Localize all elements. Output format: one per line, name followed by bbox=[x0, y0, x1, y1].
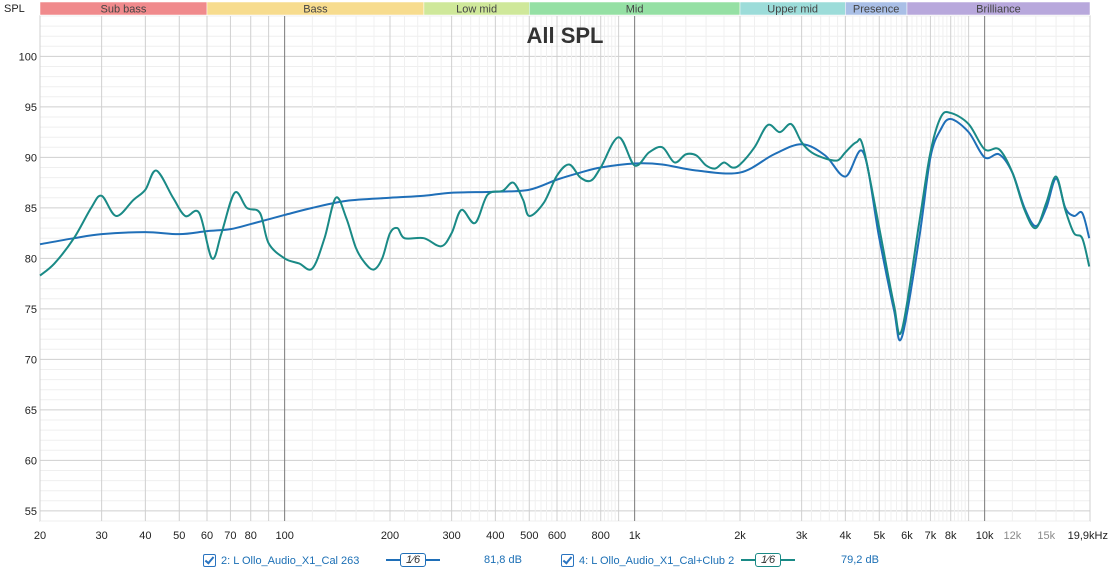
y-tick-label: 65 bbox=[25, 405, 37, 417]
band-label: Brilliance bbox=[976, 4, 1021, 16]
band-label: Upper mid bbox=[767, 4, 818, 16]
y-axis-label: SPL bbox=[4, 3, 25, 15]
x-tick-label: 4k bbox=[840, 530, 852, 542]
x-tick-label: 80 bbox=[245, 530, 257, 542]
x-axis-ticks: 20 30 40 50 60 70 80 100 200 300 400 500 600 800 1k 2k 3… bbox=[34, 530, 1108, 542]
legend-label: 2: L Ollo_Audio_X1_Cal 263 bbox=[221, 554, 360, 567]
y-tick-label: 75 bbox=[25, 304, 37, 316]
legend-value: 79,2 dB bbox=[841, 554, 879, 566]
frequency-bands: Sub bass Bass Low mid Mid Upper mid Presence B… bbox=[39, 1, 1091, 16]
x-tick-label: 60 bbox=[201, 530, 213, 542]
legend-label: 4: L Ollo_Audio_X1_Cal+Club 2 bbox=[579, 554, 735, 567]
band-label: Presence bbox=[853, 4, 899, 16]
x-tick-label: 2k bbox=[734, 530, 746, 542]
x-tick-label: 19,9kHz bbox=[1068, 530, 1108, 542]
y-tick-label: 80 bbox=[25, 253, 37, 265]
x-tick-label: 500 bbox=[520, 530, 538, 542]
y-tick-label: 85 bbox=[25, 203, 37, 215]
series-line-2[interactable] bbox=[39, 110, 1091, 336]
legend-value: 81,8 dB bbox=[484, 554, 522, 566]
x-tick-label: 300 bbox=[442, 530, 460, 542]
x-tick-label: 6k bbox=[901, 530, 913, 542]
legend: 2: L Ollo_Audio_X1_Cal 263 1⁄6 81,8 dB 4… bbox=[0, 552, 1110, 574]
x-tick-label: 600 bbox=[548, 530, 566, 542]
band-label: Sub bass bbox=[101, 4, 147, 16]
band-label: Bass bbox=[303, 4, 328, 16]
x-tick-label: 12k bbox=[1003, 530, 1021, 542]
chart-title: All SPL bbox=[526, 23, 603, 48]
legend-item-series-4[interactable]: 4: L Ollo_Audio_X1_Cal+Club 2 bbox=[561, 554, 741, 567]
x-tick-label: 30 bbox=[96, 530, 108, 542]
y-axis-ticks: 55 60 65 70 75 80 85 90 95 100 bbox=[19, 51, 37, 518]
y-tick-label: 100 bbox=[19, 51, 37, 63]
smoothing-control-series-2[interactable]: 1⁄6 bbox=[386, 553, 441, 567]
y-tick-label: 90 bbox=[25, 152, 37, 164]
x-tick-label: 8k bbox=[945, 530, 957, 542]
smoothing-value: 1⁄6 bbox=[755, 553, 782, 567]
x-tick-label: 70 bbox=[224, 530, 236, 542]
band-label: Low mid bbox=[456, 4, 497, 16]
x-tick-label: 1k bbox=[629, 530, 641, 542]
x-tick-label: 100 bbox=[275, 530, 293, 542]
x-tick-label: 10k bbox=[976, 530, 994, 542]
spl-chart[interactable]: Sub bass Bass Low mid Mid Upper mid Presence B… bbox=[0, 0, 1110, 552]
smoothing-control-series-4[interactable]: 1⁄6 bbox=[741, 553, 796, 567]
x-tick-label: 40 bbox=[139, 530, 151, 542]
checkbox-icon[interactable] bbox=[203, 554, 216, 567]
x-tick-label: 15k bbox=[1037, 530, 1055, 542]
series-lines bbox=[39, 110, 1091, 342]
y-tick-label: 95 bbox=[25, 102, 37, 114]
y-tick-label: 60 bbox=[25, 455, 37, 467]
x-tick-label: 800 bbox=[592, 530, 610, 542]
x-tick-label: 20 bbox=[34, 530, 46, 542]
x-tick-label: 50 bbox=[173, 530, 185, 542]
y-tick-label: 70 bbox=[25, 354, 37, 366]
x-tick-label: 5k bbox=[873, 530, 885, 542]
x-tick-label: 400 bbox=[486, 530, 504, 542]
y-tick-label: 55 bbox=[25, 506, 37, 518]
band-label: Mid bbox=[626, 4, 644, 16]
grid-lines bbox=[39, 15, 1091, 522]
x-tick-label: 200 bbox=[381, 530, 399, 542]
band-brilliance bbox=[906, 1, 1091, 16]
checkbox-icon[interactable] bbox=[561, 554, 574, 567]
x-tick-label: 3k bbox=[796, 530, 808, 542]
x-tick-label: 7k bbox=[925, 530, 937, 542]
legend-item-series-2[interactable]: 2: L Ollo_Audio_X1_Cal 263 bbox=[203, 554, 359, 567]
smoothing-value: 1⁄6 bbox=[400, 553, 427, 567]
